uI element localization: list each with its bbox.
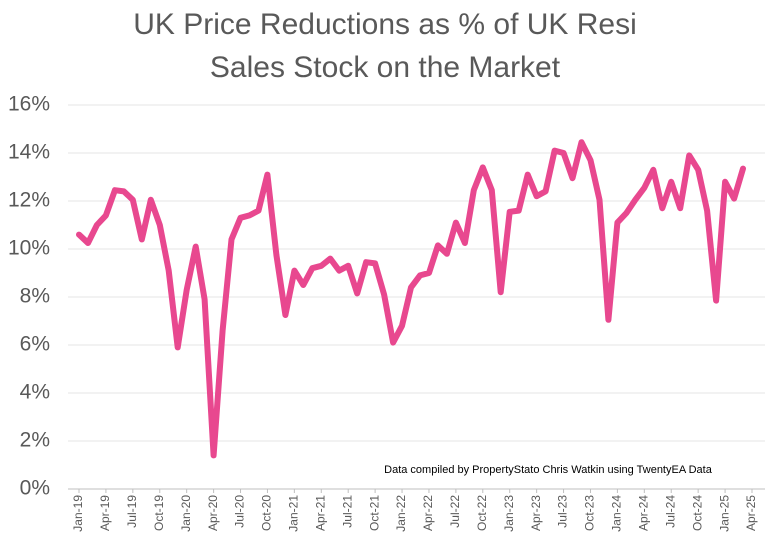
x-tick-label: Apr-21 xyxy=(313,495,327,531)
x-tick-label: Jul-19 xyxy=(125,495,139,528)
x-tick-label: Apr-20 xyxy=(206,495,220,531)
y-tick-label: 14% xyxy=(8,141,50,164)
y-tick-label: 6% xyxy=(20,333,50,356)
x-tick-label: Apr-25 xyxy=(744,495,758,531)
x-tick-label: Apr-22 xyxy=(421,495,435,531)
x-tick-label: Apr-24 xyxy=(636,495,650,531)
x-tick-label: Oct-21 xyxy=(367,495,381,531)
y-tick-label: 12% xyxy=(8,189,50,212)
x-tick-label: Apr-19 xyxy=(98,495,112,531)
y-tick-label: 16% xyxy=(8,93,50,116)
x-tick-label: Apr-23 xyxy=(529,495,543,531)
x-tick-label: Jan-25 xyxy=(717,495,731,532)
annotation: Data compiled by PropertyStato Chris Wat… xyxy=(384,464,713,476)
x-tick-label: Jan-24 xyxy=(610,495,624,532)
y-tick-label: 0% xyxy=(20,477,50,500)
y-tick-label: 8% xyxy=(20,285,50,308)
x-tick-label: Jul-22 xyxy=(448,495,462,528)
x-tick-label: Jul-21 xyxy=(340,495,354,528)
y-tick-label: 10% xyxy=(8,237,50,260)
x-tick-label: Jul-24 xyxy=(663,495,677,528)
x-tick-label: Jul-20 xyxy=(233,495,247,528)
x-tick-label: Jan-19 xyxy=(71,495,85,532)
x-tick-label: Oct-20 xyxy=(260,495,274,531)
x-tick-label: Jul-23 xyxy=(556,495,570,528)
y-tick-label: 4% xyxy=(20,381,50,404)
y-tick-label: 2% xyxy=(20,429,50,452)
x-tick-label: Jan-21 xyxy=(287,495,301,532)
x-tick-label: Oct-24 xyxy=(690,495,704,531)
x-tick-label: Oct-19 xyxy=(152,495,166,531)
x-tick-label: Jan-22 xyxy=(394,495,408,532)
x-tick-label: Oct-22 xyxy=(475,495,489,531)
chart-title: UK Price Reductions as % of UK Resi xyxy=(133,8,637,41)
line-series xyxy=(76,139,746,459)
x-tick-label: Oct-23 xyxy=(583,495,597,531)
x-tick-label: Jan-20 xyxy=(179,495,193,532)
chart-title: Sales Stock on the Market xyxy=(210,51,561,84)
x-tick-label: Jan-23 xyxy=(502,495,516,532)
